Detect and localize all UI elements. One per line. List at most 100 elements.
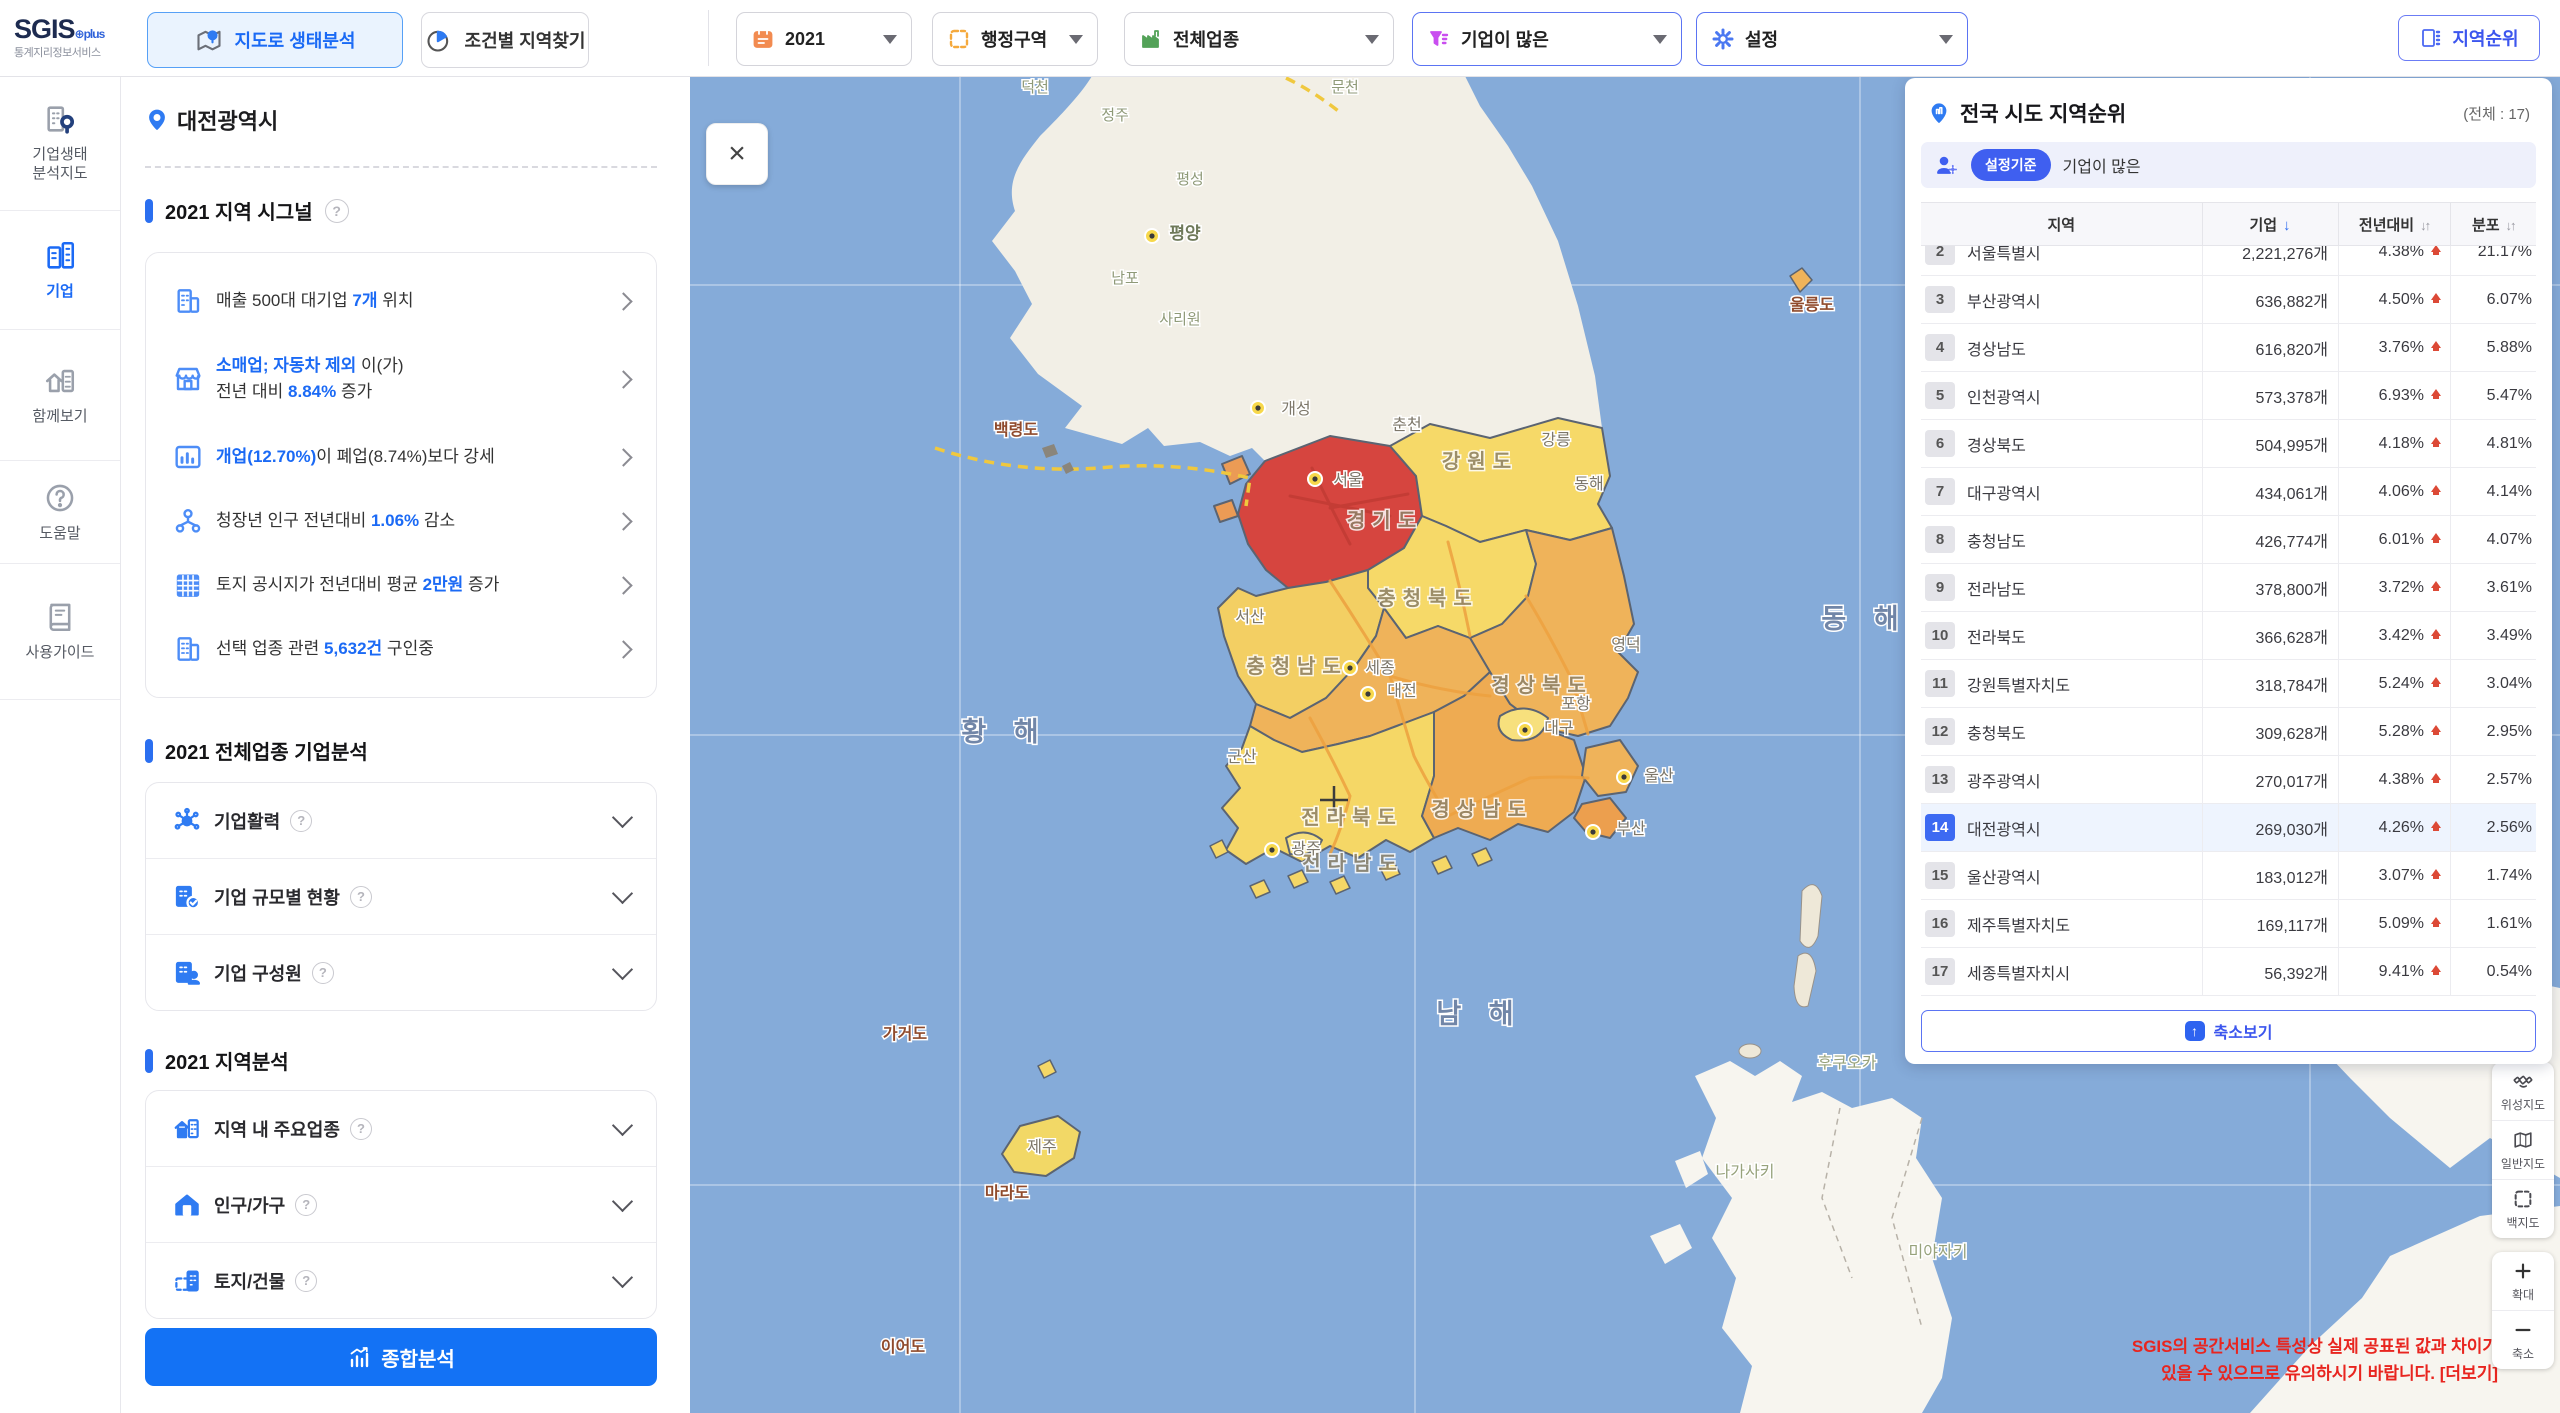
sgis-logo[interactable]: SGIS⊕plus 통계지리정보서비스: [14, 16, 124, 59]
region-rank-button[interactable]: 지역순위: [2398, 15, 2540, 61]
section-title: 2021 전체업종 기업분석: [165, 742, 368, 764]
sidebar-item-4[interactable]: 사용가이드: [0, 564, 120, 700]
signal-item-3[interactable]: 청장년 인구 전년대비 1.06% 감소: [146, 489, 656, 553]
cell-companies: 573,378개: [2202, 372, 2338, 419]
signal-text: 매출 500대 대기업 7개 위치: [216, 290, 414, 310]
ranking-row-3[interactable]: 3 부산광역시 636,882개 4.50% 6.07%: [1921, 276, 2536, 324]
zoom-축소[interactable]: 축소: [2492, 1310, 2554, 1369]
col-yoy[interactable]: 전년대비 ↓↑: [2338, 202, 2451, 246]
dropdown-industry[interactable]: 전체업종: [1124, 12, 1394, 66]
rank-pin-icon: [1927, 101, 1951, 125]
collapse-view-button[interactable]: ↑ 축소보기: [1921, 1010, 2536, 1052]
signal-item-1[interactable]: 소매업; 자동차 제외 이(가) 전년 대비 8.84% 증가: [146, 333, 656, 425]
svg-text:이어도: 이어도: [881, 1338, 925, 1356]
section-title: 2021 지역분석: [165, 1052, 289, 1074]
dropdown-label: 기업이 많은: [1461, 30, 1549, 50]
tab-region-finder[interactable]: 조건별 지역찾기: [421, 12, 589, 68]
province-jeju: [1001, 1115, 1081, 1177]
basemap-controls: 위성지도 일반지도 백지도: [2492, 1062, 2554, 1238]
cell-share: 2.57%: [2450, 756, 2536, 803]
accordion-item-토지/건물[interactable]: 토지/건물 ?: [146, 1242, 656, 1318]
ranking-row-7[interactable]: 7 대구광역시 434,061개 4.06% 4.14%: [1921, 468, 2536, 516]
svg-text:강릉: 강릉: [1541, 431, 1570, 449]
signal-item-4[interactable]: 토지 공시지가 전년대비 평균 2만원 증가: [146, 553, 656, 617]
up-arrow-icon: [2430, 629, 2442, 642]
svg-text:동 해: 동 해: [1821, 604, 1908, 634]
sidebar-item-1[interactable]: 기업: [0, 211, 120, 330]
svg-text:나가사키: 나가사키: [1716, 1163, 1775, 1181]
sidebar-item-0[interactable]: 기업생태 분석지도: [0, 76, 120, 211]
ranking-row-10[interactable]: 10 전라북도 366,628개 3.42% 3.49%: [1921, 612, 2536, 660]
help-icon[interactable]: ?: [324, 198, 349, 223]
col-companies[interactable]: 기업 ↓: [2202, 202, 2339, 246]
tab-map-eco-analysis[interactable]: 지도로 생태분석: [147, 12, 403, 68]
help-icon[interactable]: ?: [295, 1269, 318, 1292]
help-icon[interactable]: ?: [349, 885, 372, 908]
signal-item-5[interactable]: 선택 업종 관련 5,632건 구인중: [146, 617, 656, 681]
basemap-일반지도[interactable]: 일반지도: [2492, 1120, 2554, 1179]
toolbar-divider: [708, 10, 709, 66]
cell-companies: 309,628개: [2202, 708, 2338, 755]
dropdown-year[interactable]: 2021: [736, 12, 912, 66]
rank-badge: 8: [1925, 526, 1955, 553]
col-share[interactable]: 분포 ↓↑: [2450, 202, 2536, 246]
ranking-row-6[interactable]: 6 경상북도 504,995개 4.18% 4.81%: [1921, 420, 2536, 468]
ranking-row-15[interactable]: 15 울산광역시 183,012개 3.07% 1.74%: [1921, 852, 2536, 900]
ranking-row-17[interactable]: 17 세종특별자치시 56,392개 9.41% 0.54%: [1921, 948, 2536, 996]
up-arrow-icon: [2430, 821, 2442, 834]
cell-companies: 616,820개: [2202, 324, 2338, 371]
zoom-확대[interactable]: 확대: [2492, 1252, 2554, 1310]
rank-badge: 5: [1925, 382, 1955, 409]
signal-item-2[interactable]: 개업(12.70%)이 폐업(8.74%)보다 강세: [146, 425, 656, 489]
ranking-row-2[interactable]: 2 서울특별시 2,221,276개 4.38% 21.17%: [1921, 246, 2536, 276]
section-bullet: [145, 1048, 153, 1073]
cell-yoy: 4.26%: [2338, 804, 2450, 851]
accordion-item-지역 내 주요업종[interactable]: 지역 내 주요업종 ?: [146, 1091, 656, 1166]
ranking-row-5[interactable]: 5 인천광역시 573,378개 6.93% 5.47%: [1921, 372, 2536, 420]
cell-share: 6.07%: [2450, 276, 2536, 323]
ranking-row-13[interactable]: 13 광주광역시 270,017개 4.38% 2.57%: [1921, 756, 2536, 804]
sidebar-item-2[interactable]: 함께보기: [0, 330, 120, 461]
dropdown-filter[interactable]: 기업이 많은: [1412, 12, 1682, 66]
chevron-down-icon: [611, 1190, 634, 1213]
signal-item-0[interactable]: 매출 500대 대기업 7개 위치: [146, 269, 656, 333]
ranking-row-8[interactable]: 8 충청남도 426,774개 6.01% 4.07%: [1921, 516, 2536, 564]
basemap-icon: [2512, 1129, 2534, 1151]
ranking-row-16[interactable]: 16 제주특별자치도 169,117개 5.09% 1.61%: [1921, 900, 2536, 948]
cell-region: 13 광주광역시: [1921, 766, 2202, 793]
help-icon[interactable]: ?: [290, 809, 313, 832]
sidebar-item-3[interactable]: 도움말: [0, 461, 120, 564]
ranking-row-9[interactable]: 9 전라남도 378,800개 3.72% 3.61%: [1921, 564, 2536, 612]
accordion-item-기업 구성원[interactable]: 기업 구성원 ?: [146, 934, 656, 1010]
ranking-row-11[interactable]: 11 강원특별자치도 318,784개 5.24% 3.04%: [1921, 660, 2536, 708]
svg-text:광주: 광주: [1291, 840, 1320, 858]
gear-icon: [1711, 27, 1735, 51]
ranking-row-4[interactable]: 4 경상남도 616,820개 3.76% 5.88%: [1921, 324, 2536, 372]
dropdown-settings[interactable]: 설정: [1696, 12, 1968, 66]
comprehensive-analysis-button[interactable]: 종합분석: [145, 1328, 657, 1386]
accordion-item-기업활력[interactable]: 기업활력 ?: [146, 783, 656, 858]
help-icon[interactable]: ?: [311, 961, 334, 984]
criteria-badge[interactable]: 설정기준: [1971, 149, 2051, 181]
basemap-위성지도[interactable]: 위성지도: [2492, 1062, 2554, 1120]
region-name: 광주광역시: [1967, 773, 2041, 791]
accordion-item-기업 규모별 현황[interactable]: 기업 규모별 현황 ?: [146, 858, 656, 934]
col-region[interactable]: 지역: [1921, 202, 2203, 246]
city-dots: [1144, 228, 1632, 858]
cell-share: 5.88%: [2450, 324, 2536, 371]
dropdown-admin[interactable]: 행정구역: [932, 12, 1098, 66]
sig-build2-icon: [172, 633, 204, 665]
help-icon[interactable]: ?: [295, 1193, 318, 1216]
collapse-up-icon: ↑: [2184, 1021, 2205, 1041]
analysis-panel: 대전광역시 2021 지역 시그널 ? 매출 500대 대기업 7개 위치 소매…: [120, 76, 690, 1413]
ranking-row-12[interactable]: 12 충청북도 309,628개 5.28% 2.95%: [1921, 708, 2536, 756]
sk-provinces[interactable]: [1001, 267, 1813, 1177]
rank-badge: 12: [1925, 718, 1955, 745]
help-icon[interactable]: ?: [349, 1117, 372, 1140]
accordion-item-인구/가구[interactable]: 인구/가구 ?: [146, 1166, 656, 1242]
sort-desc-icon: ↓: [2283, 217, 2291, 235]
cell-region: 16 제주특별자치도: [1921, 910, 2202, 937]
basemap-백지도[interactable]: 백지도: [2492, 1179, 2554, 1238]
ranking-row-14[interactable]: 14 대전광역시 269,030개 4.26% 2.56%: [1921, 804, 2536, 852]
close-icon[interactable]: ×: [706, 123, 768, 185]
